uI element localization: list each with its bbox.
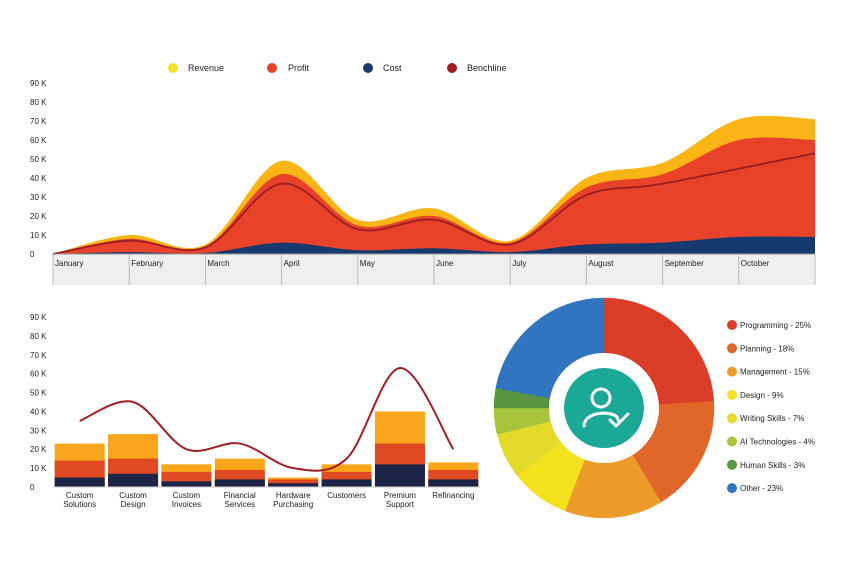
bar-segment	[428, 479, 479, 487]
bar-category-label: Custom Invoices	[172, 491, 201, 509]
bar-category-label-line: Hardware	[276, 491, 311, 500]
donut-chart	[493, 297, 715, 519]
bar-segment	[108, 473, 159, 487]
bar-y-tick-label: 90 K	[30, 313, 47, 322]
donut-legend-swatch	[727, 459, 737, 470]
area-x-tick-label: January	[55, 259, 83, 268]
donut-legend-swatch	[727, 413, 737, 424]
bar-segment	[321, 479, 372, 487]
area-x-tick-label: May	[360, 259, 375, 268]
area-x-tick-label: October	[741, 259, 770, 268]
bar-y-tick-label: 80 K	[30, 332, 47, 341]
bar-category-label-line: Invoices	[172, 500, 201, 509]
bar-y-tick-label: 40 K	[30, 407, 47, 416]
bar-y-tick-label: 60 K	[30, 370, 47, 379]
donut-legend-swatch	[727, 343, 737, 354]
bar-y-tick-label: 70 K	[30, 351, 47, 360]
donut-legend-swatch	[727, 320, 737, 330]
bar-y-tick-label: 20 K	[30, 445, 47, 454]
area-y-tick-label: 60 K	[30, 136, 47, 145]
user-icon-head	[590, 387, 612, 409]
bar-category-label-line: Financial	[224, 491, 256, 500]
area-y-tick-label: 20 K	[30, 212, 47, 221]
area-series-profit	[53, 137, 815, 254]
donut-legend-label: Programming - 25%	[740, 321, 811, 330]
bar-category-label-line: Purchasing	[273, 500, 313, 509]
legend-label-revenue: Revenue	[188, 63, 224, 73]
bar-category-label-line: Custom	[66, 491, 94, 500]
bar-segment	[374, 464, 425, 487]
bar-category-label-line: Solutions	[63, 500, 96, 509]
donut-legend-label: AI Technologies - 4%	[740, 438, 815, 447]
donut-legend-swatch	[727, 483, 737, 494]
legend-swatch-profit	[267, 63, 277, 73]
area-y-tick-label: 90 K	[30, 79, 47, 88]
bar-category-label: Premium Support	[384, 491, 416, 509]
bar-category-label-line: Premium	[384, 491, 416, 500]
legend-label-cost: Cost	[383, 63, 402, 73]
bar-y-tick-label: 30 K	[30, 426, 47, 435]
donut-legend-swatch	[727, 436, 737, 447]
legend-swatch-revenue	[168, 63, 178, 73]
area-y-tick-label: 70 K	[30, 117, 47, 126]
donut-legend-label: Management - 15%	[740, 368, 810, 377]
donut-legend-label: Writing Skills - 7%	[740, 414, 804, 423]
area-y-tick-label: 40 K	[30, 174, 47, 183]
donut-legend-label: Planning - 18%	[740, 344, 794, 353]
bar-category-label: Financial Services	[224, 491, 256, 509]
bar-category-label-line: Custom	[173, 491, 201, 500]
area-x-tick-label: April	[284, 259, 300, 268]
area-x-tick-label: August	[588, 259, 614, 268]
bar-y-tick-label: 50 K	[30, 389, 47, 398]
bar-category-label: Customers	[327, 491, 366, 500]
area-x-tick-label: June	[436, 259, 454, 268]
area-y-tick-label: 80 K	[30, 98, 47, 107]
legend-swatch-cost	[363, 63, 373, 73]
area-x-tick-label: July	[512, 259, 526, 268]
legend-swatch-benchline	[447, 63, 457, 73]
bar-category-label-line: Custom	[119, 491, 147, 500]
donut-legend-label: Human Skills - 3%	[740, 461, 805, 470]
bar-y-tick-label: 0	[30, 483, 35, 492]
area-y-tick-label: 50 K	[30, 155, 47, 164]
area-series-benchline	[52, 152, 816, 255]
area-series-cost	[53, 236, 815, 254]
donut-legend-label: Other - 23%	[740, 484, 783, 493]
area-legend: Revenue Profit Cost Benchline	[168, 63, 507, 73]
bar-segment	[54, 477, 105, 487]
legend-label-benchline: Benchline	[467, 63, 507, 73]
bar-chart: 0 10 K 20 K 30 K 40 K 50 K 60 K 70 K 80 K 90 K Cus…	[30, 313, 480, 509]
bar-segment	[214, 479, 265, 487]
user-check-icon	[582, 387, 630, 428]
bar-y-tick-label: 10 K	[30, 464, 47, 473]
donut-legend-swatch	[727, 366, 737, 377]
donut-legend-label: Design - 9%	[740, 391, 784, 400]
user-icon-body	[582, 411, 620, 428]
bar-category-label: Custom Solutions	[63, 491, 96, 509]
area-y-tick-label: 0	[30, 250, 35, 259]
area-x-tick-label: September	[665, 259, 704, 268]
bar-category-label: Hardware Purchasing	[273, 491, 313, 509]
bar-segment	[161, 481, 212, 487]
donut-legend: Programming - 25% Planning - 18% Managemen…	[727, 320, 815, 494]
bar-category-label-line: Design	[121, 500, 146, 509]
area-x-tick-label: March	[207, 259, 229, 268]
bar-category-label: Refinancing	[432, 491, 474, 500]
area-y-tick-label: 30 K	[30, 193, 47, 202]
check-icon	[608, 412, 630, 428]
area-x-tick-label: February	[131, 259, 163, 268]
bar-trend-line	[79, 366, 455, 472]
bar-category-label-line: Services	[224, 500, 255, 509]
bar-category-label: Custom Design	[119, 491, 147, 509]
area-y-tick-label: 10 K	[30, 231, 47, 240]
bar-category-label-line: Support	[386, 500, 415, 509]
donut-legend-swatch	[727, 389, 737, 400]
legend-label-profit: Profit	[288, 63, 310, 73]
bar-segment	[268, 483, 319, 487]
area-chart: 0 10 K 20 K 30 K 40 K 50 K 60 K 70 K 80 K 90 K Jan…	[30, 79, 816, 285]
